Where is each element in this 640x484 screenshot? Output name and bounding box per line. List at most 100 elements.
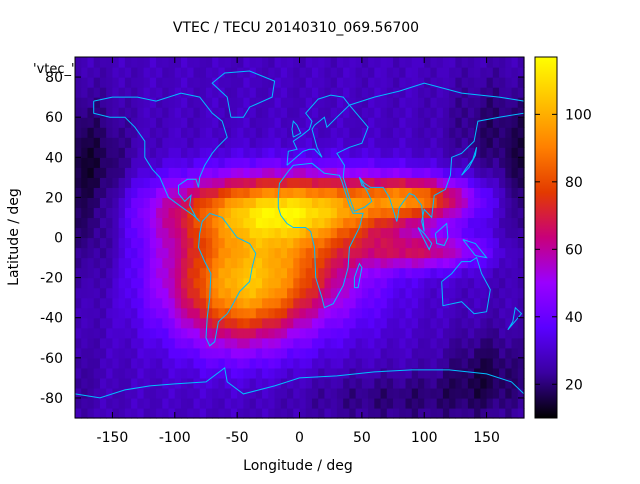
heatmap-cell bbox=[149, 107, 157, 118]
heatmap-cell bbox=[268, 207, 276, 219]
heatmap-cell bbox=[449, 277, 457, 289]
heatmap-cell bbox=[299, 187, 307, 198]
heatmap-cell bbox=[174, 407, 182, 419]
heatmap-cell bbox=[280, 117, 288, 128]
heatmap-cell bbox=[237, 177, 244, 188]
heatmap-cell bbox=[430, 397, 438, 409]
heatmap-cell bbox=[336, 367, 344, 379]
heatmap-cell bbox=[255, 297, 263, 309]
heatmap-cell bbox=[399, 247, 407, 259]
heatmap-cell bbox=[199, 77, 207, 88]
heatmap-cell bbox=[361, 357, 369, 369]
heatmap-cell bbox=[417, 247, 425, 259]
heatmap-cell bbox=[168, 297, 176, 309]
heatmap-cell bbox=[467, 227, 475, 239]
heatmap-cell bbox=[237, 257, 244, 269]
heatmap-cell bbox=[124, 77, 132, 88]
x-tick-label: -100 bbox=[159, 430, 191, 446]
heatmap-cell bbox=[505, 77, 513, 88]
heatmap-cell bbox=[430, 357, 438, 369]
heatmap-cell bbox=[324, 257, 332, 269]
heatmap-cell bbox=[224, 347, 232, 359]
heatmap-cell bbox=[124, 347, 132, 359]
heatmap-cell bbox=[455, 167, 463, 178]
heatmap-cell bbox=[237, 87, 244, 98]
heatmap-cell bbox=[424, 127, 432, 138]
heatmap-cell bbox=[262, 257, 269, 269]
heatmap-cell bbox=[218, 57, 226, 68]
heatmap-cell bbox=[168, 347, 176, 359]
heatmap-cell bbox=[112, 187, 120, 198]
heatmap-cell bbox=[149, 317, 157, 329]
heatmap-cell bbox=[118, 167, 126, 178]
heatmap-cell bbox=[511, 87, 519, 98]
heatmap-cell bbox=[311, 407, 319, 419]
heatmap-cell bbox=[156, 267, 163, 279]
heatmap-cell bbox=[474, 87, 481, 98]
heatmap-cell bbox=[361, 207, 369, 219]
heatmap-cell bbox=[230, 347, 238, 359]
heatmap-cell bbox=[268, 117, 276, 128]
heatmap-cell bbox=[405, 67, 413, 78]
heatmap-cell bbox=[318, 247, 326, 259]
colorbar-tick-label: 40 bbox=[565, 310, 583, 326]
heatmap-cell bbox=[368, 167, 375, 178]
heatmap-cell bbox=[386, 107, 394, 118]
heatmap-cell bbox=[149, 367, 157, 379]
heatmap-cell bbox=[399, 347, 407, 359]
heatmap-cell bbox=[81, 217, 89, 229]
heatmap-cell bbox=[249, 127, 257, 138]
heatmap-cell bbox=[349, 297, 357, 309]
heatmap-cell bbox=[143, 227, 151, 239]
heatmap-cell bbox=[411, 257, 419, 269]
heatmap-cell bbox=[361, 117, 369, 128]
heatmap-cell bbox=[455, 187, 463, 198]
heatmap-cell bbox=[112, 217, 120, 229]
heatmap-cell bbox=[156, 177, 163, 188]
heatmap-cell bbox=[205, 367, 213, 379]
heatmap-cell bbox=[368, 57, 375, 68]
heatmap-cell bbox=[293, 77, 301, 88]
heatmap-cell bbox=[287, 257, 294, 269]
coastline bbox=[291, 120, 302, 138]
heatmap-cell bbox=[386, 337, 394, 349]
heatmap-cell bbox=[492, 387, 500, 399]
heatmap-cell bbox=[174, 317, 182, 329]
heatmap-cell bbox=[474, 247, 481, 259]
heatmap-cell bbox=[380, 87, 388, 98]
heatmap-cell bbox=[380, 337, 388, 349]
heatmap-cell bbox=[268, 77, 276, 88]
heatmap-cell bbox=[499, 237, 506, 249]
heatmap-cell bbox=[230, 377, 238, 389]
heatmap-cell bbox=[355, 237, 363, 249]
heatmap-cell bbox=[374, 87, 382, 98]
heatmap-cell bbox=[274, 117, 282, 128]
heatmap-cell bbox=[131, 107, 138, 118]
heatmap-cell bbox=[106, 217, 114, 229]
heatmap-cell bbox=[274, 397, 282, 409]
heatmap-cell bbox=[380, 257, 388, 269]
heatmap-cell bbox=[336, 237, 344, 249]
heatmap-cell bbox=[380, 207, 388, 219]
heatmap-cell bbox=[511, 367, 519, 379]
heatmap-cell bbox=[237, 327, 244, 339]
heatmap-cell bbox=[511, 127, 519, 138]
heatmap-cell bbox=[224, 397, 232, 409]
heatmap-cell bbox=[330, 247, 338, 259]
heatmap-cell bbox=[374, 267, 382, 279]
heatmap-cell bbox=[274, 187, 282, 198]
heatmap-cell bbox=[118, 107, 126, 118]
heatmap-cell bbox=[374, 67, 382, 78]
heatmap-cell bbox=[255, 177, 263, 188]
heatmap-cell bbox=[193, 147, 201, 158]
heatmap-cell bbox=[474, 207, 481, 219]
heatmap-cell bbox=[461, 67, 469, 78]
heatmap-cell bbox=[268, 327, 276, 339]
heatmap-cell bbox=[430, 67, 438, 78]
heatmap-cell bbox=[87, 207, 95, 219]
heatmap-cell bbox=[181, 197, 188, 209]
heatmap-cell bbox=[467, 277, 475, 289]
heatmap-cell bbox=[417, 317, 425, 329]
heatmap-cell bbox=[480, 387, 488, 399]
heatmap-cell bbox=[174, 227, 182, 239]
